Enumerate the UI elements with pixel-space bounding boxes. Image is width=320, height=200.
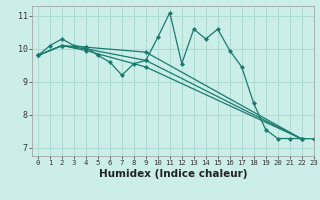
X-axis label: Humidex (Indice chaleur): Humidex (Indice chaleur) <box>99 169 247 179</box>
